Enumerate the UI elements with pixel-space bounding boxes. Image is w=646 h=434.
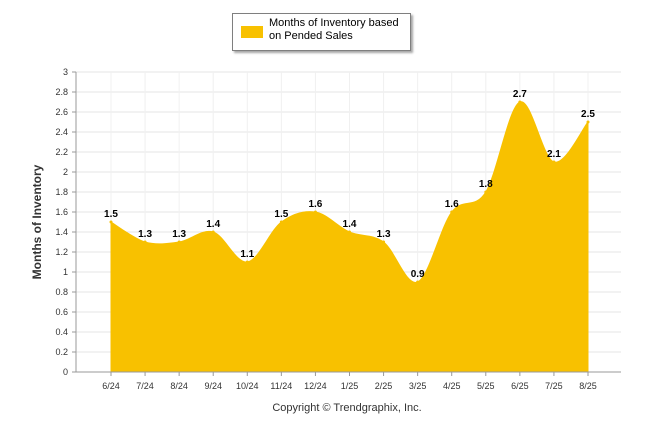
x-tick-label: 1/25 (341, 381, 359, 391)
copyright-text: Copyright © Trendgraphix, Inc. (272, 402, 422, 414)
y-tick-label: 0.6 (55, 307, 68, 317)
x-tick-label: 3/25 (409, 381, 427, 391)
y-tick-label: 2.2 (55, 147, 68, 157)
data-label: 1.5 (274, 209, 288, 220)
y-tick-label: 0 (63, 367, 68, 377)
y-tick-label: 1.6 (55, 207, 68, 217)
data-label: 1.6 (445, 199, 459, 210)
data-label: 0.9 (411, 269, 425, 280)
x-tick-label: 10/24 (236, 381, 259, 391)
data-point (245, 260, 249, 264)
data-label: 1.6 (308, 199, 322, 210)
data-point (211, 230, 215, 234)
data-label: 1.3 (377, 229, 391, 240)
x-tick-label: 11/24 (270, 381, 292, 391)
data-point (450, 210, 454, 214)
x-tick-label: 6/24 (102, 381, 120, 391)
legend-label: Months of Inventory based on Pended Sale… (269, 17, 399, 42)
data-label: 2.1 (547, 149, 561, 160)
y-tick-label: 1 (63, 267, 68, 277)
data-label: 2.5 (581, 109, 595, 120)
data-label: 1.5 (104, 209, 118, 220)
x-tick-label: 4/25 (443, 381, 461, 391)
y-tick-label: 1.4 (55, 227, 68, 237)
data-point (143, 240, 147, 244)
data-label: 1.3 (172, 229, 186, 240)
y-tick-label: 2.6 (55, 107, 68, 117)
data-label: 1.4 (343, 219, 357, 230)
x-tick-label: 8/25 (579, 381, 597, 391)
data-point (382, 240, 386, 244)
data-point (279, 220, 283, 224)
data-point (313, 210, 317, 214)
y-tick-label: 0.8 (55, 287, 68, 297)
x-tick-label: 7/24 (136, 381, 154, 391)
y-tick-label: 3 (63, 67, 68, 77)
x-tick-label: 2/25 (375, 381, 393, 391)
data-point (177, 240, 181, 244)
y-tick-label: 2 (63, 167, 68, 177)
data-point (518, 100, 522, 104)
data-point (552, 160, 556, 164)
data-label: 1.3 (138, 229, 152, 240)
y-tick-label: 2.4 (55, 127, 68, 137)
x-tick-label: 7/25 (545, 381, 563, 391)
chart-legend: Months of Inventory based on Pended Sale… (232, 13, 411, 51)
x-tick-label: 9/24 (204, 381, 222, 391)
x-tick-label: 5/25 (477, 381, 495, 391)
y-tick-label: 1.8 (55, 187, 68, 197)
data-label: 1.1 (240, 249, 254, 260)
x-tick-label: 8/24 (170, 381, 188, 391)
x-tick-label: 12/24 (304, 381, 327, 391)
data-label: 1.8 (479, 179, 493, 190)
y-tick-label: 0.2 (55, 347, 68, 357)
legend-swatch (241, 26, 263, 38)
data-point (416, 280, 420, 284)
data-point (586, 120, 590, 124)
data-point (348, 230, 351, 234)
y-tick-label: 0.4 (55, 327, 68, 337)
data-label: 1.4 (206, 219, 220, 230)
x-tick-label: 6/25 (511, 381, 529, 391)
y-axis-title: Months of Inventory (30, 164, 44, 279)
data-point (484, 190, 488, 194)
data-label: 2.7 (513, 89, 527, 100)
y-tick-label: 2.8 (55, 87, 68, 97)
y-tick-label: 1.2 (55, 247, 68, 257)
data-point (109, 220, 113, 224)
